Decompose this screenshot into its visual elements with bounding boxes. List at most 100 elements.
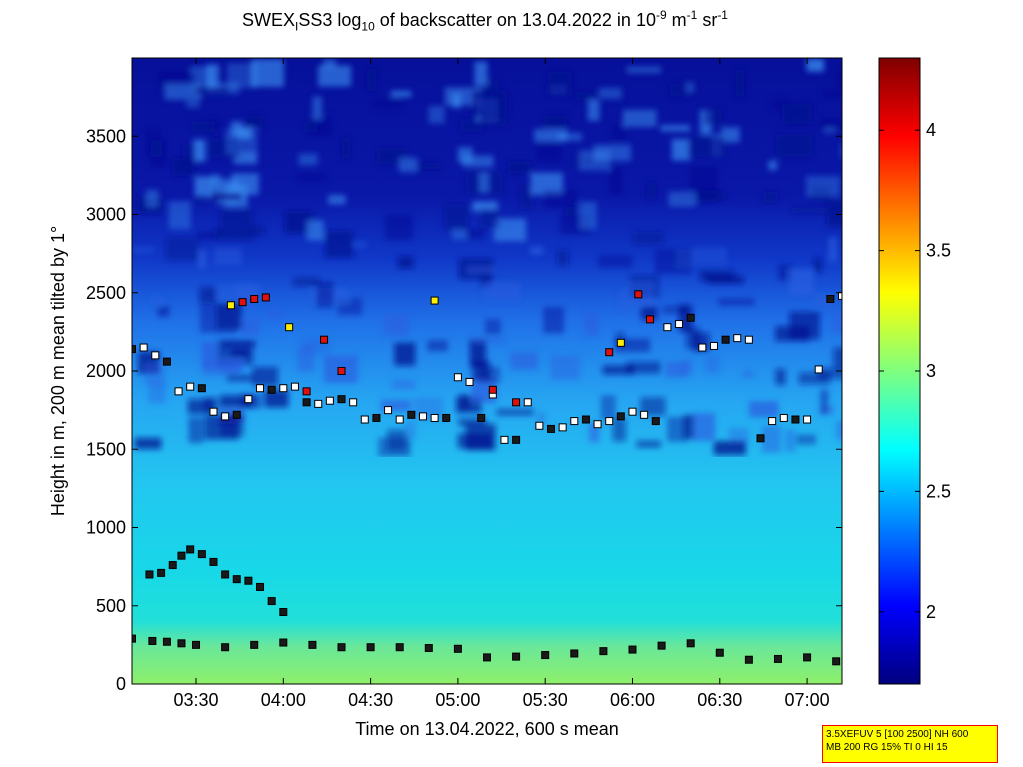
detection-point [302, 387, 311, 396]
texture-patch [536, 141, 562, 163]
detection-point [148, 636, 157, 645]
detection-point [558, 423, 567, 432]
texture-patch [543, 189, 578, 209]
texture-patch [612, 123, 627, 142]
y-tick-label: 500 [96, 596, 126, 616]
colorbar-tick-label: 3.5 [926, 241, 951, 261]
texture-patch [612, 418, 627, 442]
texture-patch [298, 153, 318, 166]
texture-patch [316, 281, 334, 308]
texture-patch [713, 441, 746, 456]
texture-patch [565, 207, 576, 217]
texture-patch [387, 429, 407, 451]
detection-point [290, 382, 299, 391]
texture-patch [206, 64, 220, 88]
texture-patch [828, 237, 838, 263]
detection-point [174, 387, 183, 396]
texture-patch [444, 204, 469, 231]
texture-patch [784, 429, 796, 453]
y-tick-label: 0 [116, 674, 126, 694]
detection-point [605, 417, 614, 426]
detection-point [803, 415, 812, 424]
detection-point [675, 320, 684, 329]
texture-patch [584, 312, 599, 336]
detection-point [814, 365, 823, 374]
detection-point [663, 323, 672, 332]
texture-patch [704, 355, 720, 374]
x-tick-label: 04:00 [261, 690, 306, 710]
detection-point [570, 417, 579, 426]
detection-point [232, 575, 241, 584]
detection-point [715, 648, 724, 657]
texture-patch [805, 175, 841, 197]
detection-point [360, 415, 369, 424]
texture-patch [245, 292, 255, 311]
texture-patch [240, 317, 260, 336]
texture-patch [588, 422, 600, 443]
texture-patch [151, 294, 164, 307]
detection-point [442, 413, 451, 422]
detection-point [132, 634, 136, 643]
texture-patch [474, 61, 488, 86]
texture-patch [245, 116, 264, 128]
settings-line-1: 3.5XEFUV 5 [100 2500] NH 600 [826, 729, 969, 740]
texture-patch [615, 332, 625, 344]
texture-patch [472, 201, 498, 212]
texture-patch [768, 160, 778, 171]
texture-patch [494, 218, 527, 242]
texture-patch [145, 189, 159, 208]
detection-point [593, 420, 602, 429]
detection-point [221, 412, 230, 421]
detection-point [177, 551, 186, 560]
texture-patch [210, 174, 221, 194]
texture-patch [479, 114, 507, 127]
texture-patch [192, 121, 215, 133]
texture-patch [226, 374, 255, 382]
texture-patch [460, 118, 484, 132]
detection-point [756, 434, 765, 443]
detection-point [132, 345, 136, 354]
detection-point [721, 335, 730, 344]
texture-patch [134, 437, 162, 450]
detection-point [197, 550, 206, 559]
texture-patch [798, 372, 831, 385]
texture-patch [593, 144, 631, 162]
detection-point [535, 421, 544, 430]
detection-point [244, 395, 253, 404]
detection-point [570, 649, 579, 658]
texture-patch [520, 186, 534, 210]
texture-patch [284, 210, 314, 233]
detection-point [395, 643, 404, 652]
texture-patch [550, 355, 580, 380]
detection-point [686, 313, 695, 322]
detection-point [500, 435, 509, 444]
detection-point [512, 652, 521, 661]
detection-point [145, 570, 154, 579]
detection-point [512, 435, 521, 444]
texture-patch [143, 363, 165, 385]
texture-patch [383, 313, 410, 336]
detection-point [523, 398, 532, 407]
x-tick-label: 04:30 [348, 690, 393, 710]
texture-patch [193, 139, 206, 162]
texture-patch [626, 361, 661, 374]
texture-patch [530, 172, 563, 196]
detection-point [197, 384, 206, 393]
colorbar: 2 2.5 3 3.5 4 [878, 57, 951, 685]
texture-patch [543, 307, 565, 334]
texture-patch [404, 421, 416, 440]
detection-point [261, 293, 270, 302]
detection-point [209, 557, 218, 566]
detection-point [151, 351, 160, 360]
texture-patch [609, 166, 623, 195]
texture-patch [196, 86, 230, 94]
detection-point [221, 570, 230, 579]
texture-patch [168, 201, 191, 230]
detection-point [250, 640, 259, 649]
texture-patch [662, 306, 688, 314]
texture-patch [249, 226, 265, 234]
texture-patch [215, 284, 253, 301]
texture-patch [366, 68, 377, 91]
texture-patch [264, 390, 289, 408]
detection-point [651, 417, 660, 426]
